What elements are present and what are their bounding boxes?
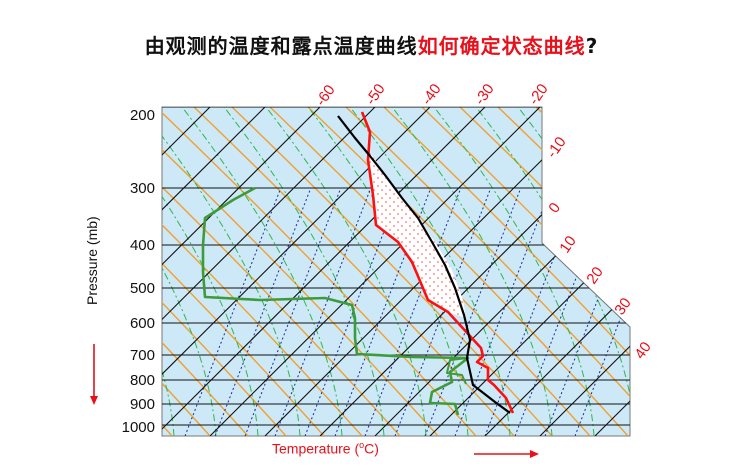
dry-adiabat-line — [307, 107, 629, 436]
y-axis-label: Pressure (mb) — [84, 216, 100, 305]
isotherm-line — [209, 107, 541, 436]
temp-label-minus-10: -10 — [543, 134, 569, 162]
isotherm-line — [374, 107, 630, 436]
dewpoint-curve-branch — [446, 357, 469, 385]
pressure-label-800: 800 — [130, 372, 155, 389]
temp-label-minus-50: -50 — [362, 81, 388, 109]
mixing-ratio-line — [184, 189, 281, 436]
isotherm-line — [484, 107, 630, 436]
temp-label-30: 30 — [611, 295, 634, 318]
dry-adiabat-line — [162, 107, 325, 436]
isotherm-line — [705, 107, 743, 436]
isotherm-line — [539, 107, 630, 436]
parcel-curve — [337, 115, 511, 414]
mixing-ratio-line — [394, 189, 491, 436]
dry-adiabat-line — [383, 107, 630, 436]
temp-label-minus-40: -40 — [418, 81, 444, 109]
isotherm-line — [650, 107, 743, 436]
mixing-ratio-line — [454, 189, 551, 436]
temp-label-40: 40 — [631, 339, 654, 362]
dewpoint-curve — [201, 186, 470, 416]
pressure-label-500: 500 — [130, 280, 155, 297]
mixing-ratio-line — [214, 189, 311, 436]
pressure-label-600: 600 — [130, 315, 155, 332]
dry-adiabat-line — [611, 107, 630, 436]
x-axis-label-degree: o — [359, 440, 365, 450]
mixing-ratio-line — [334, 189, 431, 436]
x-axis-label-suffix: C) — [364, 440, 379, 457]
dry-adiabat-line — [162, 107, 477, 436]
mixing-ratio-line — [424, 189, 521, 436]
dry-adiabat-line — [162, 107, 287, 436]
isotherm-line — [162, 107, 486, 436]
dry-adiabat-line — [688, 107, 743, 436]
moist-adiabat-line — [0, 107, 132, 436]
pressure-label-200: 200 — [130, 107, 155, 124]
x-axis-label: Temperature (oC) — [272, 440, 379, 457]
page-title: 由观测的温度和露点温度曲线如何确定状态曲线? — [0, 30, 743, 59]
title-part-3: ? — [585, 34, 599, 58]
x-axis-label-prefix: Temperature ( — [272, 440, 360, 457]
mixing-ratio-line — [304, 189, 401, 436]
temperature-curve — [360, 111, 515, 414]
dry-adiabat-line — [726, 107, 743, 436]
dry-adiabat-line — [459, 107, 630, 436]
mixing-ratio-line — [244, 189, 341, 436]
dry-adiabat-line — [162, 107, 439, 436]
isotherm-line — [162, 107, 266, 436]
mixing-ratio-line — [514, 189, 611, 436]
pressure-label-900: 900 — [130, 396, 155, 413]
isotherm-line — [162, 107, 321, 436]
title-part-2: 如何确定状态曲线 — [417, 34, 586, 58]
dry-adiabat-line — [345, 107, 630, 436]
dry-adiabat-line — [231, 107, 553, 436]
isobar-lines — [162, 107, 630, 426]
temp-label-minus-30: -30 — [471, 81, 497, 109]
pressure-labels: 200 300 400 500 600 700 800 900 1000 — [122, 107, 155, 436]
dry-adiabat-line — [193, 107, 515, 436]
title-part-1: 由观测的温度和露点温度曲线 — [144, 34, 418, 58]
cape-area — [368, 152, 466, 318]
mixing-ratio-line — [364, 189, 461, 436]
temp-label-0: 0 — [545, 200, 564, 217]
isotherm-line — [162, 107, 376, 436]
pressure-label-700: 700 — [130, 347, 155, 364]
pressure-label-300: 300 — [130, 180, 155, 197]
isotherm-line — [0, 107, 45, 436]
dry-adiabat-line — [650, 107, 743, 436]
pressure-label-1000: 1000 — [122, 419, 155, 436]
mixing-ratio-line — [484, 189, 581, 436]
dry-adiabat-line — [162, 107, 249, 436]
pressure-arrow — [90, 344, 98, 405]
mixing-ratio-line — [544, 189, 630, 436]
dry-adiabat-line — [162, 107, 363, 436]
dry-adiabat-line — [162, 107, 211, 436]
temp-label-20: 20 — [583, 264, 606, 287]
pressure-label-400: 400 — [130, 237, 155, 254]
temp-label-minus-20: -20 — [525, 81, 551, 109]
temp-label-minus-60: -60 — [312, 82, 338, 110]
mixing-ratio-line — [274, 189, 371, 436]
temperature-arrow — [474, 450, 539, 458]
temp-label-10: 10 — [556, 233, 579, 256]
